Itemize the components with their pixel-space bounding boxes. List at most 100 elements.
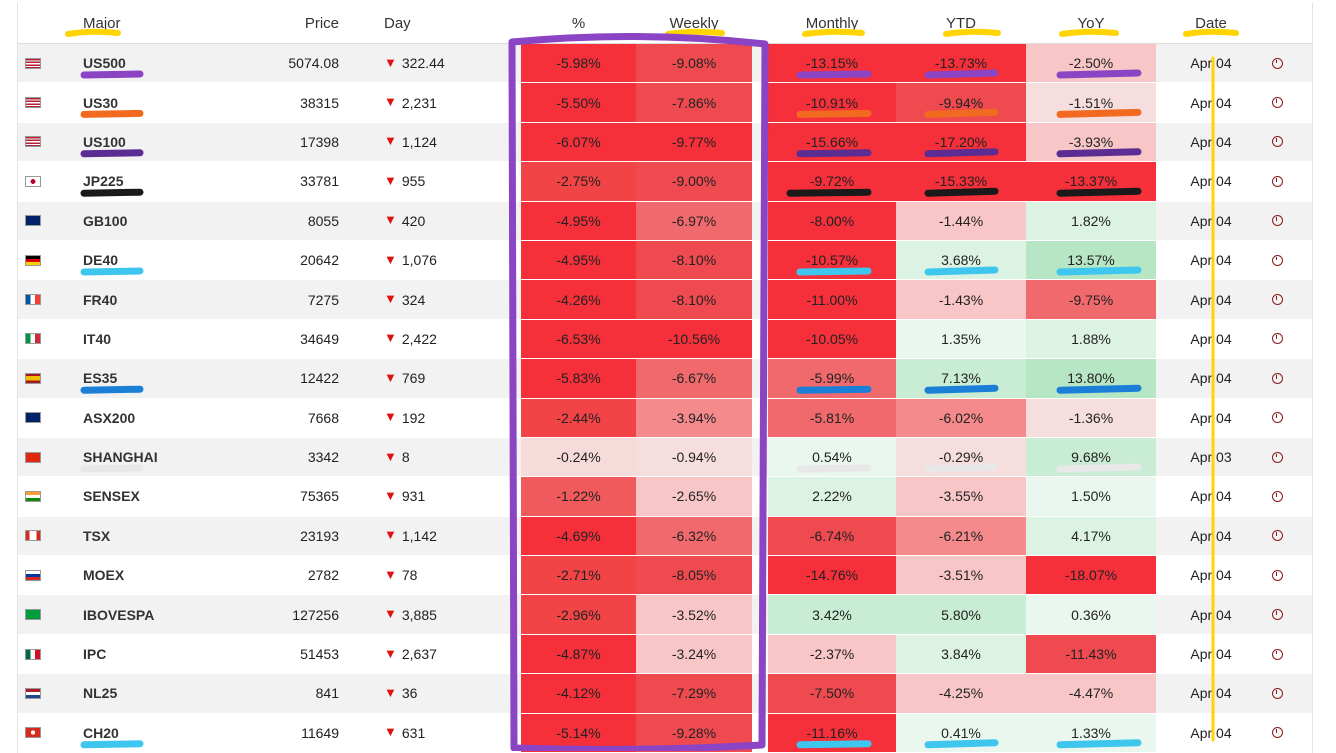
symbol-link[interactable]: DE40	[83, 252, 119, 269]
symbol-link[interactable]: JP225	[83, 173, 124, 190]
table-row[interactable]: IT40 34649 ▼ 2,422 -6.53% -10.56% -10.05% 1.35%…	[18, 319, 1312, 360]
alert-button[interactable]	[1266, 399, 1288, 437]
column-header-monthly[interactable]: Monthly	[805, 14, 859, 32]
table-row[interactable]: SHANGHAI 3342 ▼ 8 -0.24% -0.94% 0.54% -0.29% 9.6…	[18, 437, 1312, 478]
alert-button[interactable]	[1266, 202, 1288, 240]
monthly-change-cell: -15.66%	[768, 122, 896, 162]
ytd-change-cell: -6.02%	[896, 398, 1026, 437]
symbol-link[interactable]: IT40	[83, 330, 112, 347]
alert-button[interactable]	[1266, 517, 1288, 555]
country-flag-icon	[25, 254, 41, 266]
weekly-change-cell: -6.32%	[636, 516, 752, 556]
yoy-change-cell: -2.50%	[1026, 44, 1156, 83]
symbol-link[interactable]: NL25	[83, 685, 118, 702]
table-row[interactable]: CH20 11649 ▼ 631 -5.14% -9.28% -11.16% 0.41% 1.3…	[18, 713, 1312, 753]
yoy-change-cell: 9.68%	[1026, 437, 1156, 477]
table-row[interactable]: US30 38315 ▼ 2,231 -5.50% -7.86% -10.91% -9.94%…	[18, 83, 1312, 123]
alert-button[interactable]	[1266, 477, 1288, 515]
column-header-weekly[interactable]: Weekly	[669, 14, 719, 32]
day-change-value: 1,124	[401, 133, 437, 150]
symbol-link[interactable]: US100	[83, 133, 126, 150]
down-arrow-icon: ▼	[384, 606, 397, 622]
monthly-change-cell: -10.91%	[768, 83, 896, 122]
table-row[interactable]: MOEX 2782 ▼ 78 -2.71% -8.05% -14.76% -3.51% -18.…	[18, 556, 1312, 596]
column-header-yoy[interactable]: YoY	[1077, 14, 1105, 32]
symbol-link[interactable]: US500	[83, 55, 126, 72]
alert-button[interactable]	[1266, 320, 1288, 358]
column-header-pct[interactable]: %	[571, 14, 586, 32]
alert-button[interactable]	[1266, 635, 1288, 673]
table-row[interactable]: NL25 841 ▼ 36 -4.12% -7.29% -7.50% -4.25% -4.47%…	[18, 674, 1312, 714]
country-flag-icon	[25, 569, 41, 581]
down-arrow-icon: ▼	[384, 487, 397, 503]
table-row[interactable]: SENSEX 75365 ▼ 931 -1.22% -2.65% 2.22% -3.55% 1.…	[18, 477, 1312, 517]
symbol-link[interactable]: SHANGHAI	[83, 449, 158, 466]
date-value: Apr 04	[1190, 370, 1232, 387]
ytd-change-cell: -13.73%	[896, 44, 1026, 83]
clock-icon	[1271, 609, 1283, 621]
alert-button[interactable]	[1266, 359, 1288, 397]
column-header-price[interactable]: Price	[304, 14, 339, 32]
table-row[interactable]: ES35 12422 ▼ 769 -5.83% -6.67% -5.99% 7.13% 13.8…	[18, 359, 1312, 399]
alert-button[interactable]	[1266, 83, 1288, 121]
alert-button[interactable]	[1266, 674, 1288, 712]
weekly-change-cell: -6.67%	[636, 359, 752, 398]
symbol-link[interactable]: TSX	[83, 527, 111, 544]
symbol-link[interactable]: IPC	[83, 646, 107, 663]
flag-cell	[18, 241, 48, 279]
column-header-date[interactable]: Date	[1195, 14, 1227, 32]
day-change: ▼ 3,885	[384, 595, 484, 633]
price-value: 33781	[300, 173, 339, 190]
weekly-change-cell: -7.29%	[636, 674, 752, 713]
table-row[interactable]: FR40 7275 ▼ 324 -4.26% -8.10% -11.00% -1.43% -9.…	[18, 280, 1312, 320]
symbol-link[interactable]: MOEX	[83, 567, 125, 584]
column-header-ytd[interactable]: YTD	[946, 14, 976, 32]
table-row[interactable]: IPC 51453 ▼ 2,637 -4.87% -3.24% -2.37% 3.84% -11…	[18, 634, 1312, 675]
symbol-link[interactable]: ES35	[83, 370, 118, 387]
pct-change-cell: -4.12%	[521, 674, 636, 713]
symbol-link[interactable]: CH20	[83, 724, 119, 741]
symbol-link[interactable]: SENSEX	[83, 488, 140, 505]
flag-cell	[18, 674, 48, 712]
alert-button[interactable]	[1266, 44, 1288, 82]
pct-change-cell: -2.96%	[521, 595, 636, 634]
alert-button[interactable]	[1266, 556, 1288, 594]
flag-cell	[18, 595, 48, 633]
table-row[interactable]: ASX200 7668 ▼ 192 -2.44% -3.94% -5.81% -6.02% -1…	[18, 398, 1312, 438]
day-change-value: 322.44	[401, 55, 445, 72]
down-arrow-icon: ▼	[384, 684, 397, 700]
symbol-link[interactable]: US30	[83, 94, 119, 111]
symbol-link[interactable]: IBOVESPA	[83, 606, 155, 623]
pct-change-cell: -2.44%	[521, 398, 636, 437]
day-change-value: 324	[401, 291, 426, 308]
day-change-value: 2,422	[401, 330, 437, 347]
symbol-link[interactable]: FR40	[83, 291, 118, 308]
alert-button[interactable]	[1266, 241, 1288, 279]
day-change: ▼ 36	[384, 674, 484, 712]
table-row[interactable]: JP225 33781 ▼ 955 -2.75% -9.00% -9.72% -15.33% -…	[18, 162, 1312, 202]
alert-button[interactable]	[1266, 595, 1288, 633]
date-value: Apr 04	[1190, 488, 1232, 505]
day-change: ▼ 1,124	[384, 123, 484, 161]
table-row[interactable]: TSX 23193 ▼ 1,142 -4.69% -6.32% -6.74% -6.21% 4.…	[18, 516, 1312, 557]
day-change-value: 1,076	[401, 252, 437, 269]
table-row[interactable]: IBOVESPA 127256 ▼ 3,885 -2.96% -3.52% 3.42% 5.8…	[18, 595, 1312, 635]
date-value: Apr 03	[1190, 449, 1232, 466]
table-row[interactable]: DE40 20642 ▼ 1,076 -4.95% -8.10% -10.57% 3.68% 1…	[18, 240, 1312, 281]
monthly-change-cell: -10.05%	[768, 319, 896, 359]
table-row[interactable]: US100 17398 ▼ 1,124 -6.07% -9.77% -15.66% -17.2…	[18, 122, 1312, 163]
column-header-major[interactable]: Major	[83, 14, 121, 32]
table-row[interactable]: GB100 8055 ▼ 420 -4.95% -6.97% -8.00% -1.44% 1.8…	[18, 201, 1312, 241]
alert-button[interactable]	[1266, 714, 1288, 752]
price-value: 23193	[300, 527, 339, 544]
symbol-link[interactable]: GB100	[83, 212, 128, 229]
alert-button[interactable]	[1266, 280, 1288, 318]
price-value: 841	[315, 685, 339, 702]
yoy-change-cell: -9.75%	[1026, 280, 1156, 319]
alert-button[interactable]	[1266, 162, 1288, 200]
table-row[interactable]: US500 5074.08 ▼ 322.44 -5.98% -9.08% -13.15% -1…	[18, 44, 1312, 84]
alert-button[interactable]	[1266, 123, 1288, 161]
alert-button[interactable]	[1266, 438, 1288, 476]
column-header-day[interactable]: Day	[384, 14, 411, 32]
symbol-link[interactable]: ASX200	[83, 409, 136, 426]
